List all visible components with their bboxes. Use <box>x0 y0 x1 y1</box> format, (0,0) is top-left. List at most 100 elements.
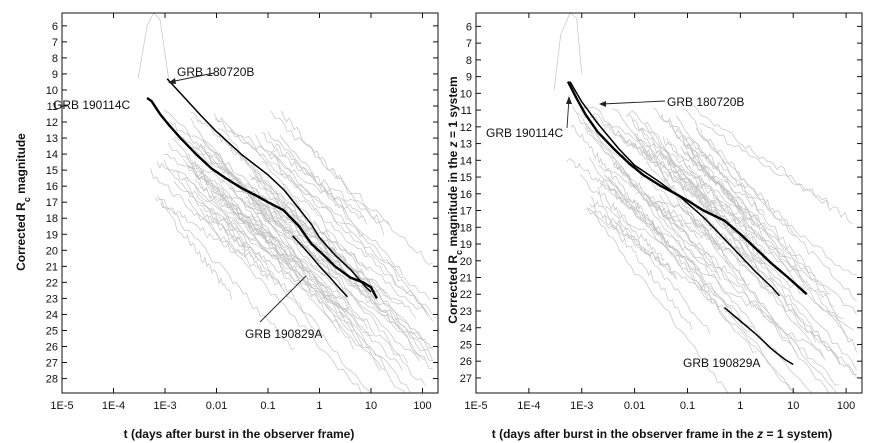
right-sample-light-curve <box>673 131 747 221</box>
left-sample-light-curve <box>160 201 232 300</box>
right-sample-light-curve <box>628 110 798 270</box>
left-y-tick-label: 19 <box>46 229 58 241</box>
right-x-tick-label: 0.1 <box>680 400 695 412</box>
left-y-ticks: 6 7 8 9 10 11 12 13 14 15 16 17 18 19 20 21 22 23 24 25 26 27… <box>46 21 438 386</box>
right-label-grb-190114c: GRB 190114C <box>486 126 563 140</box>
left-y-tick-label: 18 <box>46 213 58 225</box>
right-sample-light-curve <box>653 107 748 189</box>
left-sample-light-curve <box>181 177 356 332</box>
right-y-tick-label: 6 <box>466 21 472 33</box>
left-y-tick-label: 28 <box>46 374 58 386</box>
right-y-tick-label: 19 <box>460 239 472 251</box>
left-sample-light-curve <box>156 161 259 262</box>
right-sample-light-curve <box>566 158 641 211</box>
left-y-tick-label: 16 <box>46 181 58 193</box>
right-sample-light-curve <box>682 108 844 320</box>
left-sample-light-curve <box>267 131 403 276</box>
left-label-grb-190829a: GRB 190829A <box>245 327 322 341</box>
left-y-tick-label: 7 <box>52 37 58 49</box>
left-y-tick-label: 8 <box>52 53 58 65</box>
left-sample-light-curve <box>275 189 434 322</box>
right-highlight-curves <box>566 81 808 366</box>
right-x-ticks: 1E-5 1E-4 1E-3 0.01 0.1 1 10 100 <box>464 13 855 412</box>
right-sample-light-curve <box>598 187 665 262</box>
right-sample-light-curve <box>604 215 693 330</box>
right-sample-light-curve <box>618 133 702 203</box>
left-sample-light-curve <box>154 197 247 259</box>
left-x-tick-label: 0.01 <box>206 400 227 412</box>
right-y-tick-label: 14 <box>460 155 472 167</box>
left-label-grb-180720b: GRB 180720B <box>177 65 254 79</box>
right-sample-light-curve <box>700 123 853 224</box>
right-sample-light-curve <box>607 189 701 271</box>
right-sample-light-curve <box>682 149 773 237</box>
right-sample-light-curve <box>604 174 813 393</box>
right-sample-light-curve <box>690 105 830 205</box>
left-y-tick-label: 24 <box>46 309 58 321</box>
right-y-tick-label: 16 <box>460 189 472 201</box>
left-sample-light-curve <box>280 110 385 236</box>
right-sample-light-curve <box>579 108 739 216</box>
left-sample-light-curve <box>208 215 283 289</box>
left-y-tick-label: 27 <box>46 358 58 370</box>
right-y-tick-label: 17 <box>460 206 472 218</box>
left-y-tick-label: 20 <box>46 245 58 257</box>
left-sample-light-curve <box>210 190 340 299</box>
left-x-tick-label: 0.1 <box>260 400 275 412</box>
left-sample-light-curve <box>174 170 374 336</box>
left-x-tick-label: 100 <box>413 400 431 412</box>
left-sample-light-curve <box>261 132 363 218</box>
right-sample-light-curve <box>680 146 831 295</box>
right-sample-light-curve <box>659 194 854 331</box>
right-x-axis-label: t (days after burst in the observer fram… <box>492 427 832 441</box>
right-arrowhead-grb-180720b <box>599 101 606 107</box>
right-sample-light-curve <box>589 156 751 332</box>
right-sample-light-curve <box>577 112 796 393</box>
left-y-tick-label: 26 <box>46 342 58 354</box>
left-sample-light-curve <box>200 133 386 370</box>
left-sample-light-curve <box>187 198 362 393</box>
left-y-tick-label: 9 <box>52 69 58 81</box>
right-y-tick-label: 15 <box>460 172 472 184</box>
left-sample-light-curve <box>253 170 434 362</box>
right-arrow-grb-180720b <box>601 100 666 105</box>
right-y-tick-label: 12 <box>460 122 472 134</box>
left-series-grb-180720b <box>166 78 372 293</box>
right-series-grb-180720b <box>569 81 781 297</box>
left-sample-light-curve <box>164 153 301 241</box>
left-sample-light-curve <box>248 215 354 350</box>
right-sample-light-curve <box>553 13 583 91</box>
left-sample-light-curve <box>281 183 434 316</box>
left-y-axis-label: Corrected Rc magnitude <box>14 133 32 271</box>
right-sample-light-curve <box>646 161 837 393</box>
right-y-tick-label: 25 <box>460 339 472 351</box>
left-y-tick-label: 22 <box>46 277 58 289</box>
left-y-tick-label: 6 <box>52 21 58 33</box>
right-sample-light-curve <box>646 196 720 251</box>
left-label-grb-190114c: GRB 190114C <box>53 98 130 112</box>
right-sample-light-curve <box>694 184 841 366</box>
right-x-tick-label: 100 <box>837 400 855 412</box>
left-arrow-grb-180720b <box>169 72 215 83</box>
left-y-tick-label: 15 <box>46 165 58 177</box>
left-sample-light-curve <box>222 216 371 393</box>
left-y-tick-label: 10 <box>46 85 58 97</box>
right-y-tick-label: 20 <box>460 256 472 268</box>
left-sample-light-curve <box>190 117 363 346</box>
right-y-tick-label: 23 <box>460 306 472 318</box>
right-sample-light-curve <box>584 127 721 281</box>
left-sample-light-curve <box>244 196 371 304</box>
right-sample-light-curve <box>570 124 647 216</box>
left-y-tick-label: 23 <box>46 293 58 305</box>
right-sample-light-curve <box>585 208 729 393</box>
left-sample-light-curve <box>200 145 331 275</box>
left-plot-frame <box>61 12 439 394</box>
left-sample-light-curve <box>234 207 433 349</box>
left-annotations: GRB 190114C GRB 180720B GRB 190829A <box>53 65 322 341</box>
right-sample-light-curve <box>607 177 757 353</box>
right-x-tick-label: 1 <box>737 400 743 412</box>
right-sample-light-curve <box>687 185 858 315</box>
left-sample-light-curve <box>182 159 308 270</box>
left-x-tick-label: 10 <box>365 400 377 412</box>
right-series-grb-190114c <box>566 81 808 296</box>
